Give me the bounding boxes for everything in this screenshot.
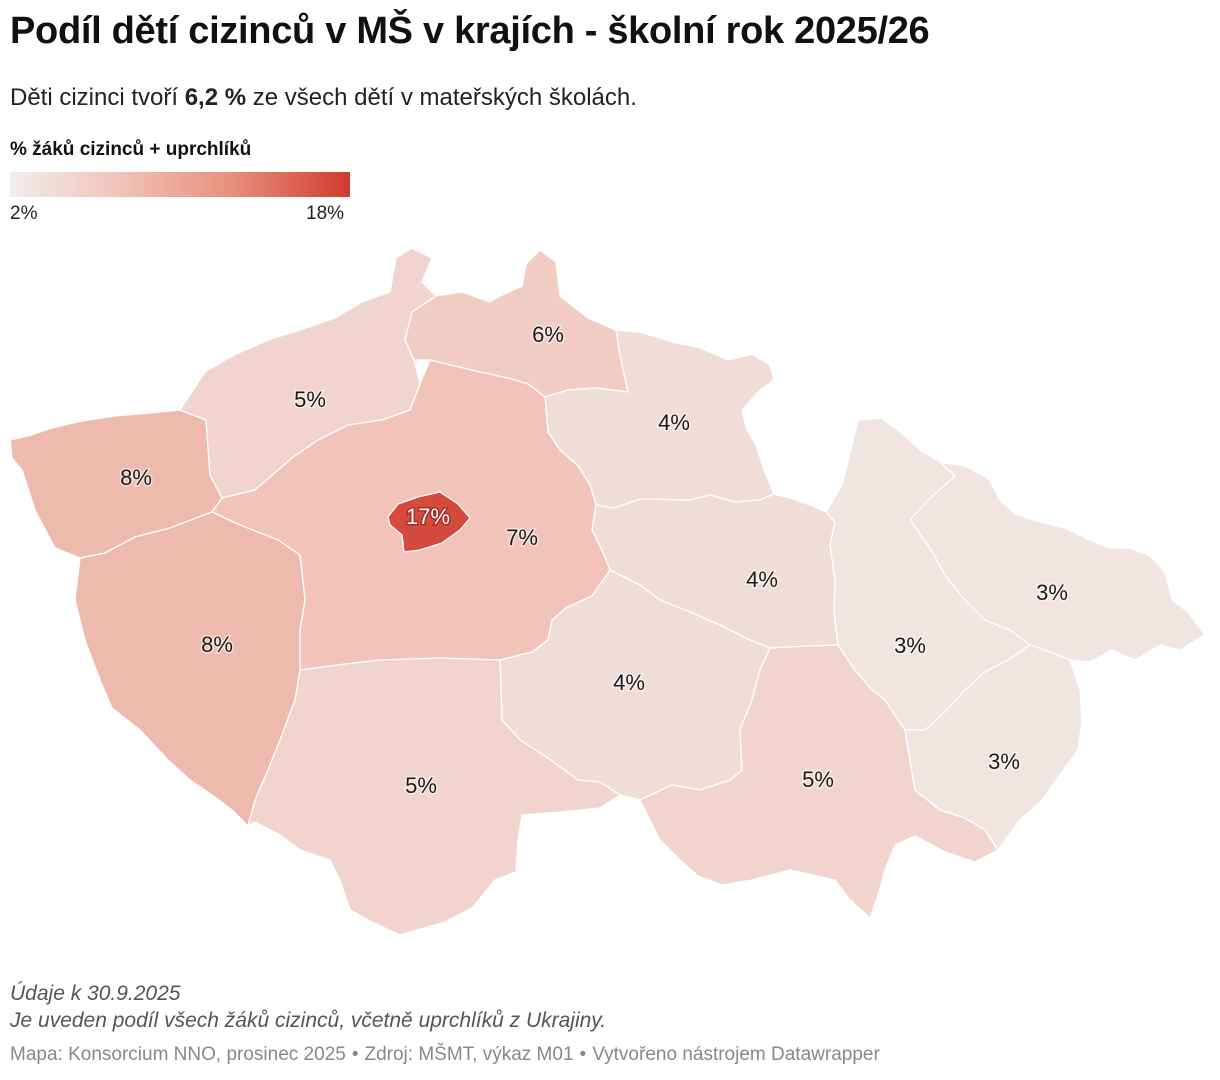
chart-credits: Mapa: Konsorcium NNO, prosinec 2025 • Zdro… <box>10 1044 880 1066</box>
credits-source: Zdroj: MŠMT, výkaz M01 <box>364 1044 574 1065</box>
region-moravskoslezsky[interactable] <box>909 461 1206 663</box>
subtitle-prefix: Děti cizinci tvoří <box>10 84 185 111</box>
chart-title: Podíl dětí cizinců v MŠ v krajích - škol… <box>10 10 930 52</box>
regions-layer <box>9 247 1206 936</box>
region-label-plzensky: 8% <box>201 632 233 657</box>
region-label-zlinsky: 3% <box>988 749 1020 774</box>
region-zlinsky[interactable] <box>904 644 1083 851</box>
legend-color-scale <box>10 172 350 197</box>
chart-subtitle: Děti cizinci tvoří 6,2 % ze všech dětí v… <box>10 84 637 112</box>
legend-min-label: 2% <box>10 203 38 224</box>
region-label-jihocesky: 5% <box>405 773 437 798</box>
labels-layer: 8% 5% 6% 4% 17% 7% 8% 4% 4% 5% 5% 3% 3% … <box>119 320 1070 799</box>
region-praha[interactable] <box>387 491 471 553</box>
region-label-olomoucky: 3% <box>894 633 926 658</box>
legend-max-label: 18% <box>306 203 345 224</box>
credits-separator: • <box>351 1044 359 1065</box>
region-label-moravskoslezsky: 3% <box>1036 580 1068 605</box>
credits-tool: Vytvořeno nástrojem Datawrapper <box>592 1044 880 1065</box>
region-label-ustecky: 5% <box>294 387 326 412</box>
region-label-liberecky: 6% <box>532 322 564 347</box>
chart-notes: Údaje k 30.9.2025 Je uveden podíl všech … <box>10 980 606 1034</box>
region-label-vysocina: 4% <box>613 670 645 695</box>
credits-map: Mapa: Konsorcium NNO, prosinec 2025 <box>10 1044 346 1065</box>
legend-title: % žáků cizinců + uprchlíků <box>10 139 252 160</box>
region-label-jihomoravsky: 5% <box>802 767 834 792</box>
region-jihocesky[interactable] <box>247 657 621 936</box>
region-label-stredocesky: 7% <box>506 525 538 550</box>
notes-description: Je uveden podíl všech žáků cizinců, včet… <box>10 1009 607 1032</box>
subtitle-highlight: 6,2 % <box>184 84 247 111</box>
region-label-karlovarsky: 8% <box>120 465 152 490</box>
notes-date: Údaje k 30.9.2025 <box>10 982 181 1005</box>
region-label-pardubicky: 4% <box>746 567 778 592</box>
credits-separator: • <box>579 1044 587 1065</box>
region-label-praha: 17% <box>406 504 450 529</box>
region-label-kralovehradecky: 4% <box>658 410 690 435</box>
czech-regions-map: 8% 5% 6% 4% 17% 7% 8% 4% 4% 5% 5% 3% 3% … <box>9 247 1206 936</box>
subtitle-suffix: ze všech dětí v mateřských školách. <box>246 84 637 111</box>
